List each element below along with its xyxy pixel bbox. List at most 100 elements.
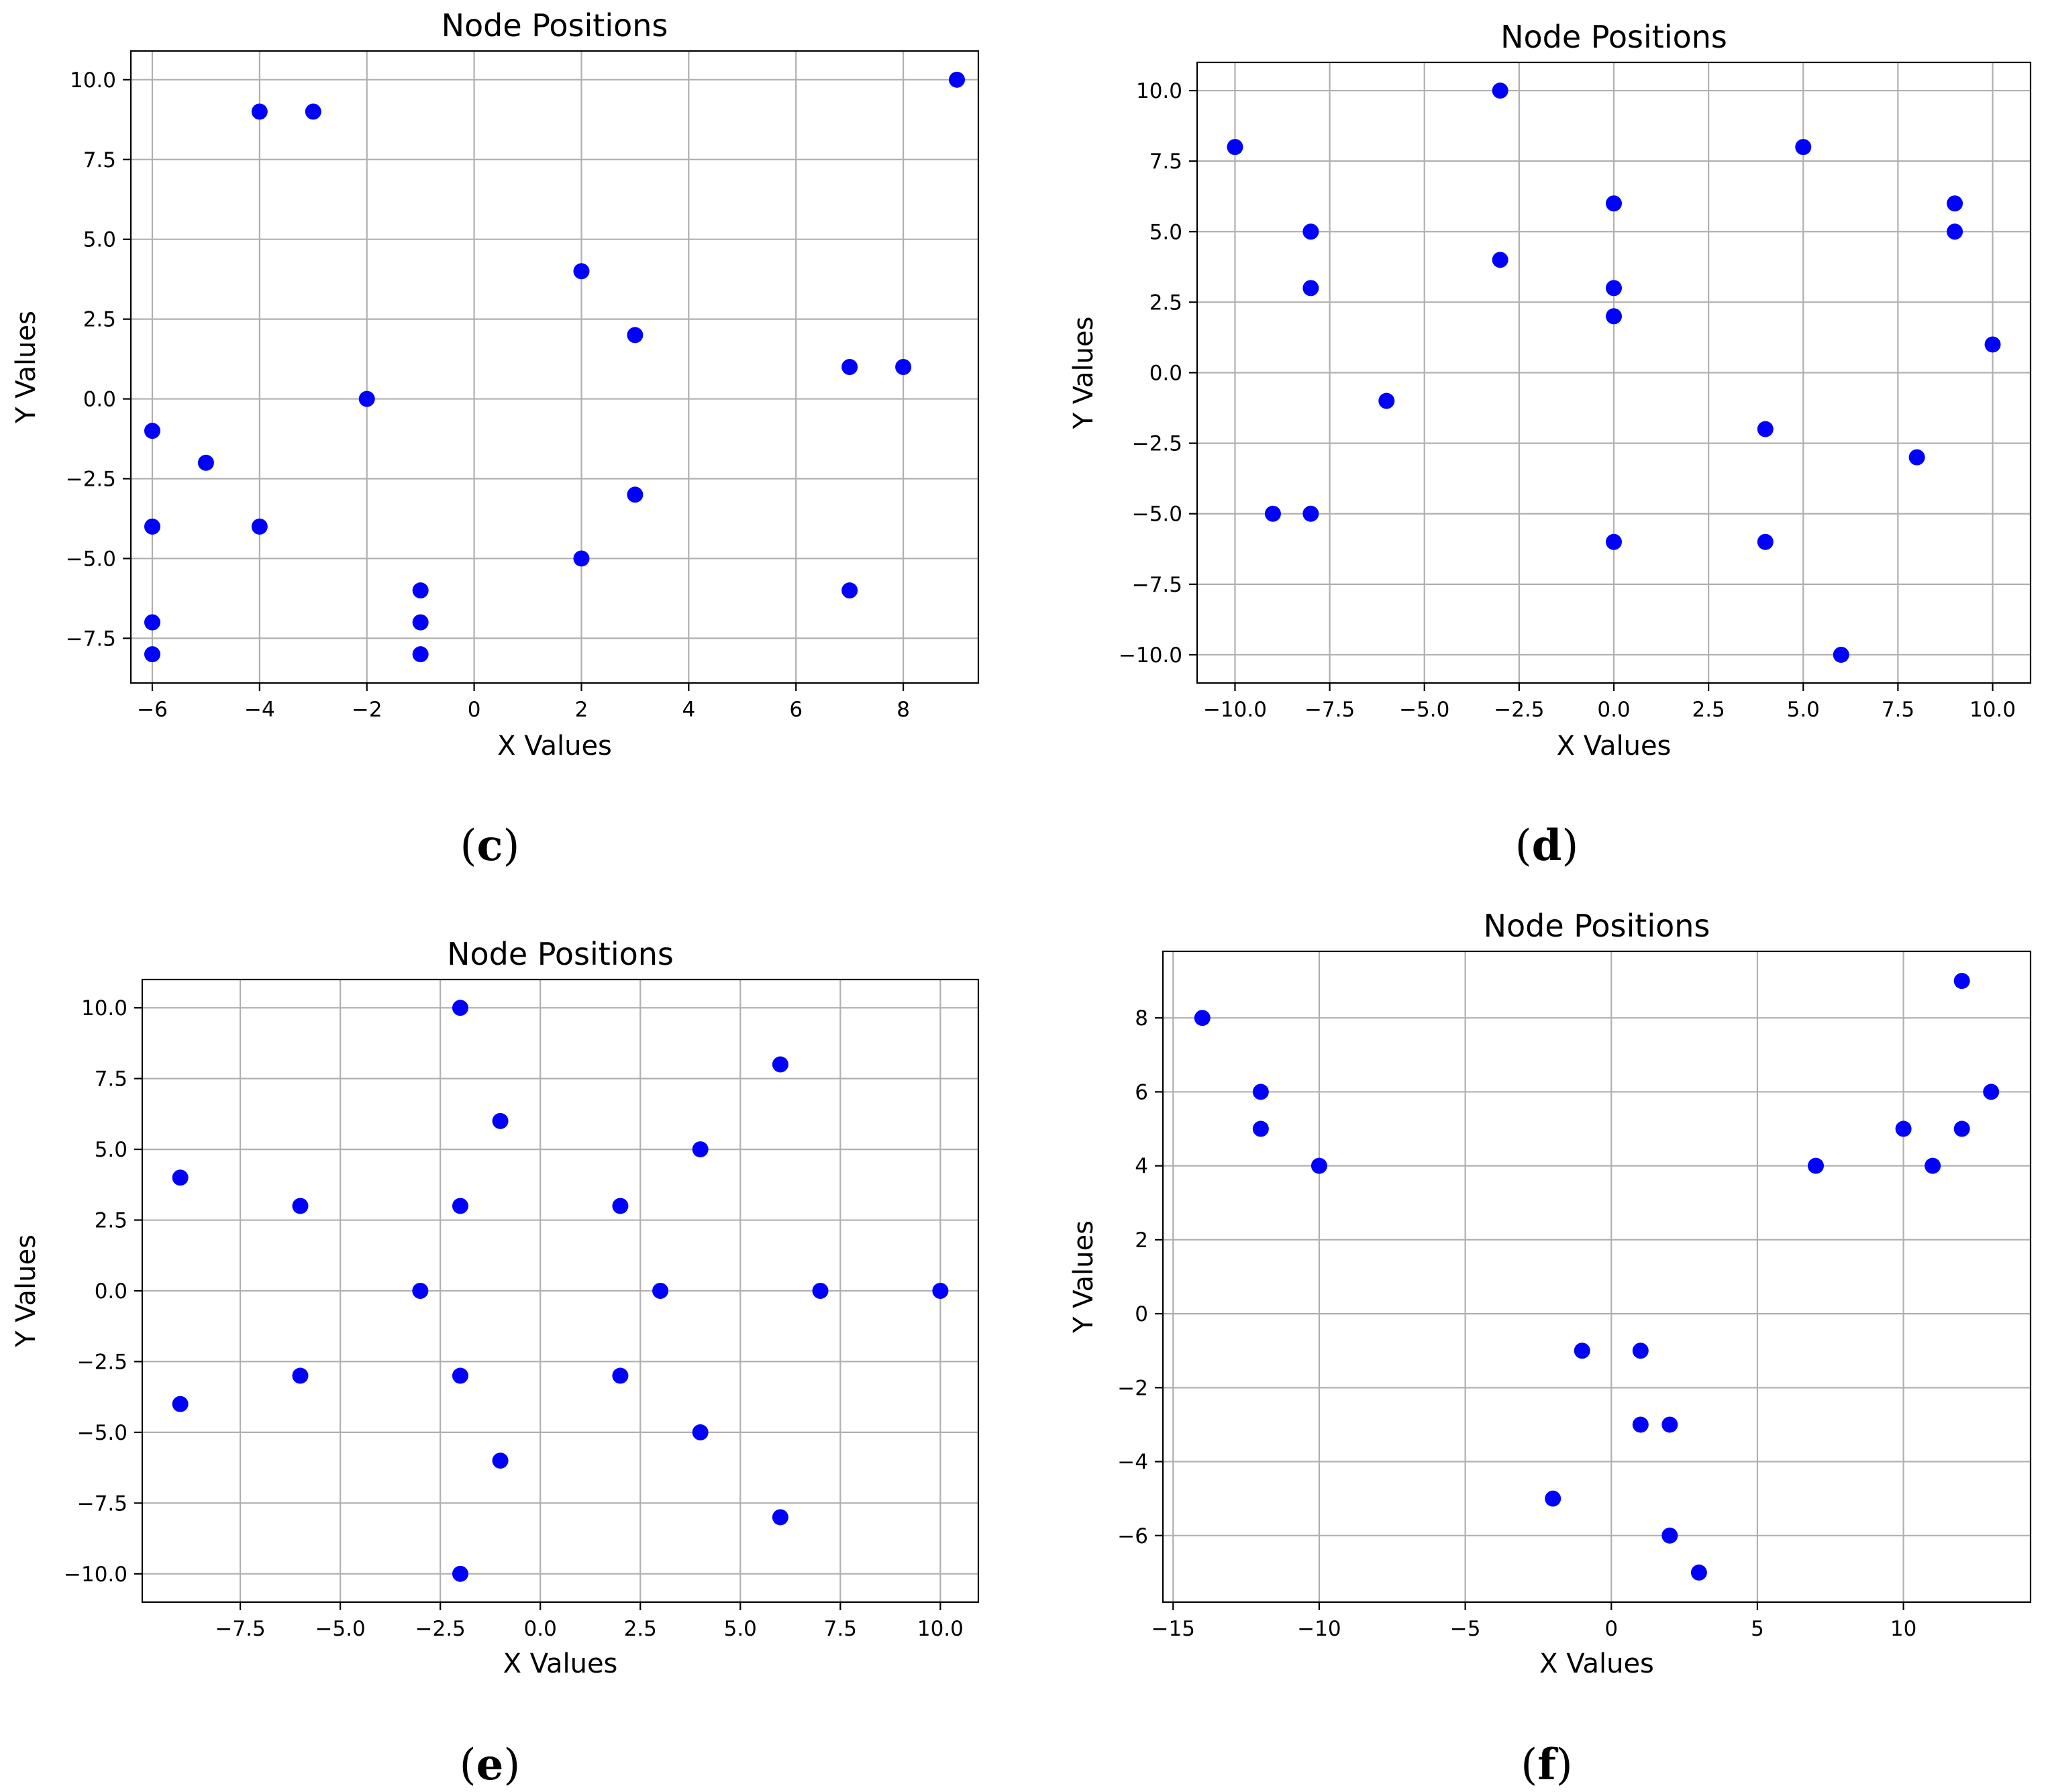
scatter-points (1194, 973, 2000, 1581)
data-point (573, 550, 590, 567)
data-point (1302, 505, 1319, 522)
data-point (1227, 139, 1243, 156)
y-tick-label: −2 (1117, 1376, 1148, 1400)
data-point (292, 1198, 309, 1214)
y-axis: −7.5 −5.0 −2.5 0.0 2.5 5.0 7.5 10.0 (66, 68, 131, 651)
data-point (1947, 223, 1963, 240)
data-point (1632, 1416, 1649, 1433)
data-point (1895, 1120, 1912, 1137)
grid (1163, 951, 2031, 1602)
data-point (1302, 280, 1319, 297)
data-point (772, 1056, 788, 1073)
panel-c: −6 −4 −2 0 2 4 6 8 −7.5 −5.0 −2.5 0.0 2.5 5.0 7.5 10.0 N… (11, 7, 980, 871)
y-tick-label: 7.5 (83, 148, 116, 172)
grid (1197, 62, 2031, 683)
data-point (172, 1395, 189, 1412)
x-tick-label: −7.5 (215, 1617, 265, 1641)
caption-close-paren: ) (503, 821, 519, 871)
caption-open-paren: ( (460, 1740, 476, 1790)
data-point (1252, 1120, 1269, 1137)
y-axis-label: Y Values (1068, 317, 1099, 430)
data-point (1264, 505, 1281, 522)
data-point (1545, 1490, 1561, 1507)
data-point (1574, 1342, 1590, 1359)
panel-caption: (c) (460, 821, 520, 871)
caption-close-paren: ) (503, 1740, 520, 1790)
y-tick-label: −7.5 (66, 627, 116, 651)
data-point (612, 1198, 629, 1214)
y-tick-label: 2 (1135, 1228, 1148, 1253)
data-point (1953, 973, 1970, 990)
y-tick-label: −5.0 (77, 1421, 127, 1445)
data-point (1252, 1084, 1269, 1100)
data-point (144, 518, 160, 535)
x-tick-label: 4 (682, 698, 695, 722)
data-point (692, 1424, 709, 1440)
x-axis: −15 −10 −5 0 5 10 (1151, 1602, 1916, 1641)
data-point (1757, 533, 1774, 550)
x-tick-label: −10 (1297, 1617, 1341, 1641)
data-point (1302, 223, 1319, 240)
x-tick-label: 10 (1890, 1617, 1916, 1641)
y-tick-label: 0 (1135, 1302, 1148, 1326)
scatter-points (172, 1000, 949, 1582)
data-point (1690, 1564, 1707, 1581)
grid (142, 980, 978, 1602)
x-tick-label: −5.0 (315, 1617, 365, 1641)
data-point (492, 1112, 509, 1129)
scatter-points (144, 71, 966, 663)
y-tick-label: 10.0 (70, 68, 116, 93)
data-point (627, 327, 644, 344)
data-point (412, 614, 429, 631)
x-tick-label: 0.0 (1597, 698, 1630, 722)
data-point (412, 1283, 429, 1299)
y-tick-label: −5.0 (66, 547, 116, 571)
chart-title: Node Positions (1500, 19, 1727, 55)
data-point (452, 1000, 468, 1016)
x-tick-label: 5.0 (724, 1617, 757, 1641)
caption-open-paren: ( (460, 821, 477, 871)
x-tick-label: 2.5 (624, 1617, 657, 1641)
x-tick-label: 0.0 (524, 1617, 557, 1641)
x-tick-label: −15 (1151, 1617, 1195, 1641)
x-tick-label: −10.0 (1203, 698, 1267, 722)
data-point (772, 1509, 788, 1526)
data-point (292, 1367, 309, 1384)
data-point (1606, 533, 1622, 550)
x-axis: −6 −4 −2 0 2 4 6 8 (137, 683, 910, 722)
data-point (841, 359, 858, 375)
data-point (1908, 449, 1925, 466)
y-tick-label: 5.0 (83, 228, 116, 252)
x-tick-label: 10.0 (917, 1617, 964, 1641)
y-tick-label: 5.0 (95, 1138, 127, 1162)
plot-frame (1196, 61, 2032, 684)
panel-e: −7.5 −5.0 −2.5 0.0 2.5 5.0 7.5 10.0 −10.0 −7.5 −5.… (11, 936, 980, 1790)
x-tick-label: 6 (789, 698, 803, 722)
data-point (573, 263, 590, 280)
y-axis-label: Y Values (1068, 1220, 1099, 1334)
panel-caption: (f) (1521, 1740, 1572, 1790)
x-axis-label: X Values (503, 1648, 618, 1679)
y-tick-label: −4 (1117, 1451, 1148, 1475)
caption-close-paren: ) (1556, 1740, 1573, 1790)
caption-letter: e (476, 1740, 504, 1790)
x-tick-label: −2.5 (415, 1617, 466, 1641)
data-point (305, 103, 321, 120)
x-tick-label: 10.0 (1969, 698, 2016, 722)
y-tick-label: 2.5 (83, 308, 116, 332)
data-point (144, 614, 160, 631)
y-tick-label: −6 (1117, 1524, 1148, 1548)
y-tick-label: 8 (1135, 1006, 1148, 1031)
data-point (1606, 195, 1622, 212)
caption-open-paren: ( (1515, 821, 1532, 871)
x-tick-label: −7.5 (1304, 698, 1355, 722)
y-tick-label: −2.5 (66, 468, 116, 492)
x-tick-label: 7.5 (824, 1617, 857, 1641)
y-tick-label: −7.5 (1132, 573, 1182, 597)
caption-open-paren: ( (1521, 1740, 1537, 1790)
y-tick-label: 4 (1135, 1155, 1148, 1179)
data-point (1757, 421, 1774, 437)
x-tick-label: 0 (468, 698, 481, 722)
x-tick-label: 5.0 (1787, 698, 1820, 722)
y-tick-label: 7.5 (1149, 150, 1182, 174)
